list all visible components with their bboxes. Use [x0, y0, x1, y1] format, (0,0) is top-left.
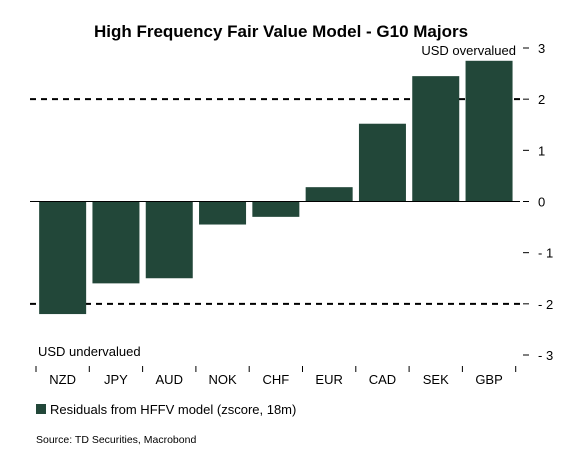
- legend-label: Residuals from HFFV model (zscore, 18m): [50, 402, 296, 417]
- bar-cad: [358, 123, 406, 202]
- bar-nok: [199, 201, 247, 225]
- x-tick-label: SEK: [423, 372, 449, 387]
- annotation-usd-overvalued: USD overvalued: [421, 43, 516, 58]
- y-tick-label: - 1: [538, 246, 553, 261]
- bar-sek: [412, 76, 460, 202]
- y-tick-label: - 2: [538, 297, 553, 312]
- x-tick-label: NZD: [49, 372, 76, 387]
- bar-jpy: [92, 201, 140, 284]
- annotation-usd-undervalued: USD undervalued: [38, 344, 141, 359]
- x-tick-label: GBP: [475, 372, 502, 387]
- y-tick-label: 0: [538, 195, 545, 210]
- bar-gbp: [465, 60, 513, 202]
- x-tick-label: NOK: [208, 372, 237, 387]
- x-tick-label: CHF: [262, 372, 289, 387]
- bars: [39, 60, 513, 315]
- x-axis: NZD JPY AUD NOK CHF EUR CAD SEK GBP: [35, 366, 517, 387]
- x-tick-label: CAD: [369, 372, 396, 387]
- y-tick-label: 3: [538, 41, 545, 56]
- y-tick-label: 1: [538, 143, 545, 158]
- source-note: Source: TD Securities, Macrobond: [36, 434, 196, 446]
- bar-nzd: [39, 201, 87, 315]
- x-tick-label: AUD: [156, 372, 183, 387]
- bar-eur: [305, 187, 353, 202]
- bar-chf: [252, 201, 300, 217]
- legend: Residuals from HFFV model (zscore, 18m): [36, 402, 296, 417]
- y-tick-label: - 3: [538, 348, 553, 363]
- bar-aud: [145, 201, 193, 279]
- y-axis: 3 2 1 0 - 1 - 2 - 3: [523, 41, 553, 363]
- y-tick-label: 2: [538, 92, 545, 107]
- x-tick-label: JPY: [104, 372, 128, 387]
- legend-swatch: [36, 404, 46, 414]
- x-tick-label: EUR: [315, 372, 342, 387]
- chart-title: High Frequency Fair Value Model - G10 Ma…: [94, 22, 468, 41]
